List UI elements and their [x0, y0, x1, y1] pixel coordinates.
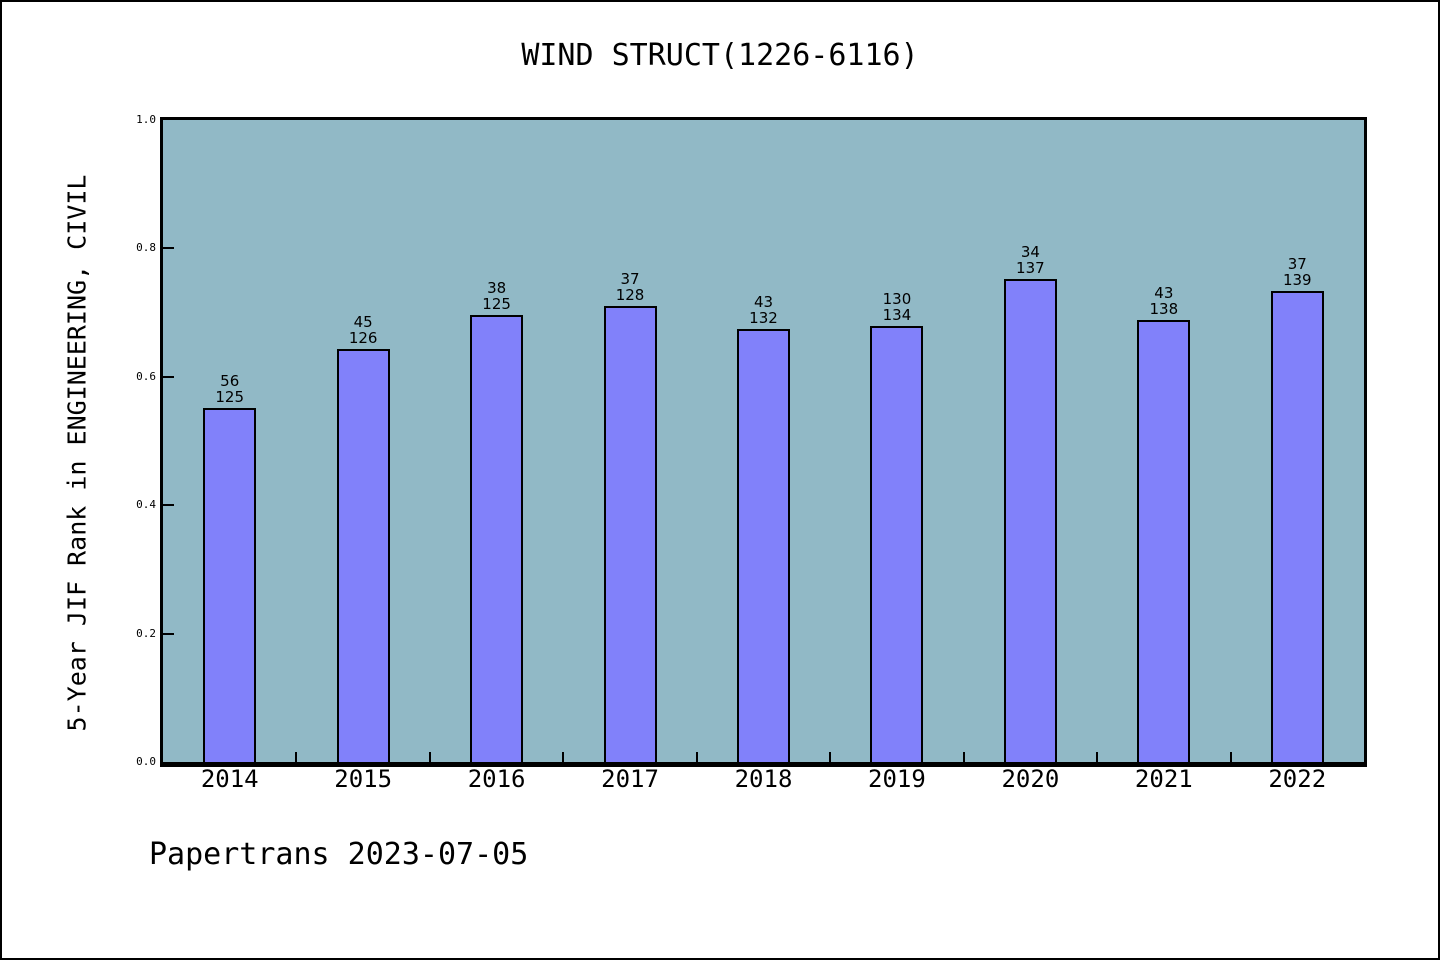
y-tick-label-1.0: 1.0 — [136, 113, 156, 126]
y-axis-tick — [163, 247, 174, 250]
y-tick-label-0.0: 0.0 — [136, 755, 156, 768]
bar-value-label-2016: 38 125 — [482, 279, 511, 313]
bar-value-label-2020: 34 137 — [1016, 243, 1045, 277]
x-tick-label-2021: 2021 — [1134, 765, 1193, 793]
x-axis-tick — [962, 752, 965, 762]
bar-2022 — [1270, 291, 1324, 762]
x-axis-tick — [428, 752, 431, 762]
x-tick-label-2017: 2017 — [601, 765, 659, 793]
bar-value-label-2021: 43 138 — [1149, 284, 1179, 318]
x-axis-tick — [695, 752, 698, 762]
bar-2021 — [1137, 320, 1191, 762]
y-axis-tick — [163, 375, 174, 378]
bar-2020 — [1003, 279, 1057, 762]
footer-watermark: Papertrans 2023-07-05 — [149, 837, 529, 872]
bar-2018 — [737, 329, 790, 762]
bar-2017 — [603, 306, 657, 762]
x-axis-tick — [1229, 752, 1232, 762]
bar-value-label-2019: 130 134 — [882, 290, 912, 324]
bar-2019 — [870, 326, 924, 762]
bar-2014 — [203, 408, 257, 762]
x-axis-tick — [295, 752, 298, 762]
bar-value-label-2015: 45 126 — [348, 313, 378, 347]
bar-value-label-2022: 37 139 — [1282, 255, 1312, 289]
bar-value-label-2014: 56 125 — [215, 372, 245, 406]
plot-area: 56 125 45 126 38 125 37 128 43 132 130 134 34 … — [160, 117, 1367, 767]
y-tick-label-0.4: 0.4 — [136, 498, 156, 512]
x-tick-label-2022: 2022 — [1268, 765, 1327, 793]
bar-2016 — [470, 315, 524, 762]
y-axis-title: 5-Year JIF Rank in ENGINEERING, CIVIL — [62, 174, 92, 732]
x-axis-tick — [829, 752, 832, 762]
x-tick-label-2018: 2018 — [734, 765, 793, 793]
x-tick-label-2016: 2016 — [467, 765, 526, 793]
bar-value-label-2017: 37 128 — [615, 270, 645, 304]
x-axis-tick — [1096, 752, 1099, 762]
x-axis-tick — [562, 752, 565, 762]
x-tick-label-2014: 2014 — [200, 765, 259, 793]
bar-2015 — [336, 349, 390, 762]
bar-value-label-2018: 43 132 — [749, 293, 778, 327]
y-axis-tick — [163, 504, 174, 507]
y-tick-label-0.2: 0.2 — [136, 626, 156, 640]
y-axis-tick — [163, 632, 174, 635]
x-tick-label-2020: 2020 — [1001, 765, 1060, 793]
chart-title: WIND STRUCT(1226-6116) — [521, 38, 919, 73]
x-tick-label-2019: 2019 — [868, 765, 926, 793]
y-tick-label-0.6: 0.6 — [136, 369, 156, 383]
y-tick-label-0.8: 0.8 — [136, 241, 156, 255]
x-tick-label-2015: 2015 — [334, 765, 393, 793]
